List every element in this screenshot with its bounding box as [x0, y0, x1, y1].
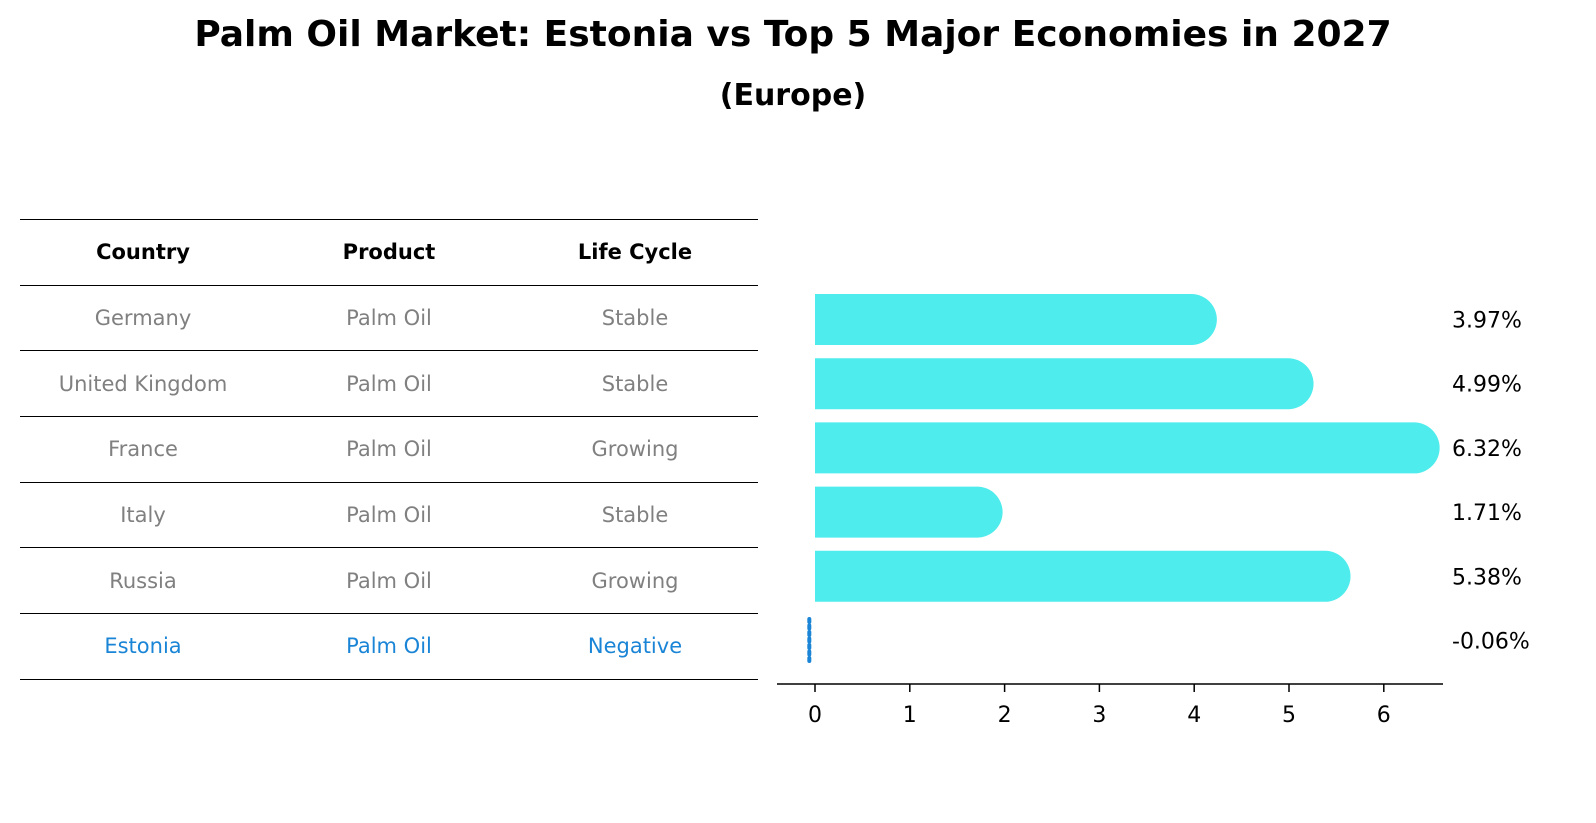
cell-country: Estonia [20, 613, 266, 680]
value-label: 3.97% [1452, 309, 1522, 334]
x-tick-label: 2 [998, 703, 1012, 728]
table-row: United Kingdom Palm Oil Stable [20, 350, 758, 418]
cell-product: Palm Oil [266, 482, 512, 549]
cell-life-cycle: Stable [512, 285, 758, 352]
bar-italy [815, 486, 1003, 538]
header-country: Country [20, 219, 266, 286]
chart-subtitle: (Europe) [719, 78, 867, 113]
value-label: 5.38% [1452, 565, 1522, 590]
value-label: 4.99% [1452, 373, 1522, 398]
table-row: France Palm Oil Growing [20, 416, 758, 483]
table-row: Italy Palm Oil Stable [20, 482, 758, 549]
cell-country: Italy [20, 482, 266, 549]
cell-product: Palm Oil [266, 285, 512, 352]
bar-france [815, 422, 1440, 474]
x-tick-label: 0 [808, 703, 822, 728]
value-label: -0.06% [1452, 630, 1530, 655]
table-row-highlight: Estonia Palm Oil Negative [20, 613, 758, 680]
cell-product: Palm Oil [266, 350, 512, 418]
cell-life-cycle: Stable [512, 350, 758, 418]
table-header-row: Country Product Life Cycle [20, 219, 758, 286]
x-tick-label: 1 [903, 703, 917, 728]
bar-germany [815, 294, 1217, 345]
cell-product: Palm Oil [266, 416, 512, 483]
cell-product: Palm Oil [266, 547, 512, 615]
value-label: 1.71% [1452, 501, 1522, 526]
cell-country: France [20, 416, 266, 483]
x-tick-label: 4 [1187, 703, 1201, 728]
table-row: Germany Palm Oil Stable [20, 285, 758, 352]
value-label: 6.32% [1452, 437, 1522, 462]
header-product: Product [266, 219, 512, 286]
header-life-cycle: Life Cycle [512, 219, 758, 286]
x-tick-label: 6 [1377, 703, 1391, 728]
chart-title: Palm Oil Market: Estonia vs Top 5 Major … [194, 14, 1392, 55]
cell-country: United Kingdom [20, 350, 266, 418]
cell-life-cycle: Growing [512, 416, 758, 483]
table-row: Russia Palm Oil Growing [20, 547, 758, 615]
bar-united-kingdom [815, 358, 1314, 410]
data-table: Country Product Life Cycle Germany Palm … [20, 219, 758, 680]
cell-product: Palm Oil [266, 613, 512, 680]
cell-life-cycle: Growing [512, 547, 758, 615]
cell-life-cycle: Negative [512, 613, 758, 680]
cell-country: Russia [20, 547, 266, 615]
bar-russia [815, 550, 1351, 602]
x-tick-label: 3 [1092, 703, 1106, 728]
cell-country: Germany [20, 285, 266, 352]
x-tick-label: 5 [1282, 703, 1296, 728]
cell-life-cycle: Stable [512, 482, 758, 549]
